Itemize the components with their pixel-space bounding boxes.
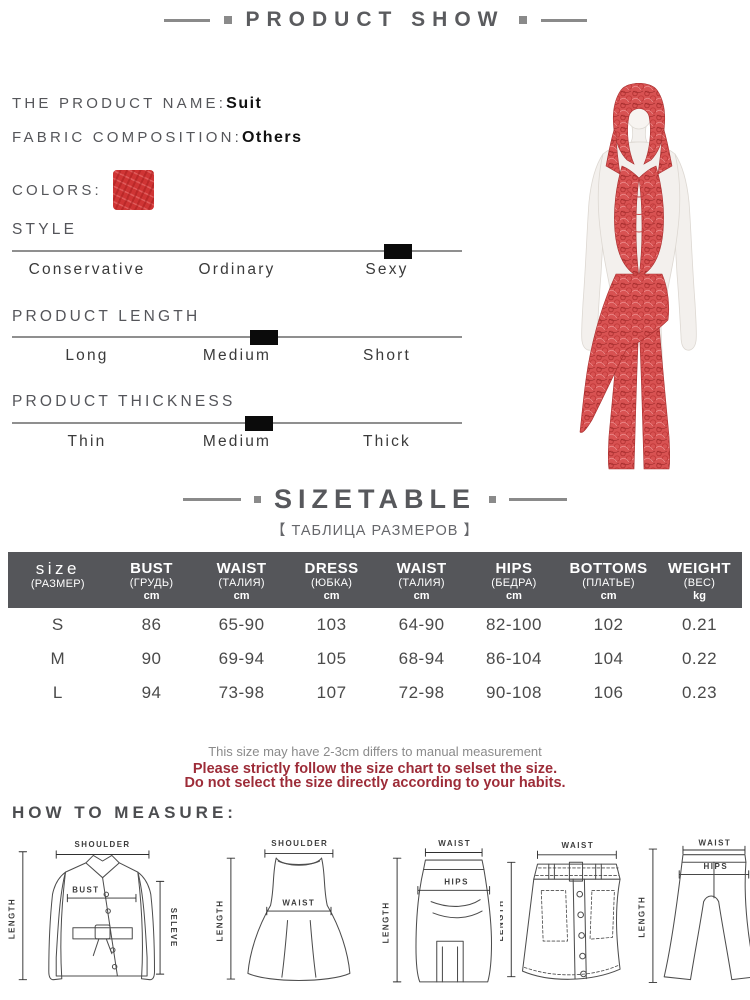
pants-length-label: LENGTH — [637, 896, 646, 938]
mini-length-label: LENGTH — [500, 900, 505, 942]
skirt-length-label: LENGTH — [382, 901, 391, 943]
title-square-right — [518, 16, 527, 24]
jacket-shoulder-label: SHOULDER — [75, 840, 131, 849]
thickness-slider: Thin Medium Thick — [12, 415, 462, 451]
measure-diagram-mini-skirt: WAIST LENGTH — [500, 832, 636, 992]
dress-shoulder-label: SHOULDER — [271, 839, 328, 848]
page-title: PRODUCT SHOW — [245, 8, 505, 31]
fabric-line: FABRIC COMPOSITION:Others — [12, 129, 303, 147]
col-header-size: size (РАЗМЕР) — [30, 558, 85, 591]
thickness-slider-labels: Thin Medium Thick — [12, 433, 462, 451]
measure-diagram-dress: SHOULDER LENGTH WAIST — [212, 832, 382, 992]
col-header-waist2: WAIST (ТАЛИЯ) cm — [396, 559, 447, 602]
style-slider-labels: Conservative Ordinary Sexy — [12, 261, 462, 279]
length-slider: Long Medium Short — [12, 329, 462, 365]
measurement-note: This size may have 2-3cm differs to manu… — [208, 744, 542, 759]
measure-diagram-pencil-skirt: WAIST LENGTH HIPS — [382, 832, 500, 992]
measure-diagram-jacket: SHOULDER LENGTH BUST SELEVE — [8, 832, 212, 992]
sizetable-header: SIZETABLE — [0, 484, 750, 515]
style-option-ordinary: Ordinary — [198, 261, 276, 278]
length-option-short: Short — [362, 347, 412, 364]
length-slider-labels: Long Medium Short — [12, 347, 462, 365]
length-slider-line — [12, 329, 462, 345]
dress-length-label: LENGTH — [215, 899, 224, 941]
size-warning-1: Please strictly follow the size chart to… — [192, 761, 558, 777]
pants-waist-label: WAIST — [699, 838, 732, 847]
sizetable-title: SIZETABLE — [274, 484, 476, 514]
color-swatch-red — [113, 170, 154, 210]
length-option-long: Long — [65, 347, 109, 364]
length-slider-marker — [250, 329, 278, 345]
table-row-s: S 86 65-90 103 64-90 82-100 102 0.21 — [51, 615, 718, 634]
col-header-weight: WEIGHT (ВЕС) kg — [668, 559, 732, 602]
jacket-bust-label: BUST — [72, 886, 99, 895]
product-name-line: THE PRODUCT NAME:Suit — [12, 95, 262, 113]
sizetable-square-left — [254, 496, 261, 503]
product-photo — [536, 78, 742, 474]
style-slider-line — [12, 243, 462, 259]
length-heading: PRODUCT LENGTH — [12, 308, 201, 325]
col-header-waist: WAIST (ТАЛИЯ) cm — [216, 559, 267, 602]
style-heading: STYLE — [12, 221, 78, 238]
title-dash-left — [163, 18, 210, 22]
sizetable-square-right — [489, 496, 496, 503]
col-header-dress: DRESS (ЮБКА) cm — [304, 559, 359, 602]
style-option-conservative: Conservative — [28, 261, 146, 278]
colors-line: COLORS: — [12, 182, 102, 200]
measure-diagrams: SHOULDER LENGTH BUST SELEVE — [8, 832, 750, 998]
pants-hips-label: HIPS — [704, 862, 729, 871]
fabric-label: FABRIC COMPOSITION: — [12, 129, 242, 146]
length-option-medium: Medium — [202, 347, 272, 364]
style-option-sexy: Sexy — [365, 261, 409, 278]
col-header-hips: HIPS (БЕДРА) cm — [491, 559, 537, 602]
size-table: size (РАЗМЕР) BUST (ГРУДЬ) cm WAIST (ТАЛИЯ) c… — [8, 552, 742, 710]
thickness-option-thick: Thick — [362, 433, 412, 450]
thickness-slider-marker — [245, 415, 273, 431]
jacket-sleeve-label: SELEVE — [169, 908, 178, 948]
colors-label: COLORS: — [12, 182, 102, 199]
product-photo-illustration — [579, 82, 697, 470]
thickness-option-medium: Medium — [202, 433, 272, 450]
jacket-length-label: LENGTH — [8, 898, 16, 939]
style-slider: Conservative Ordinary Sexy — [12, 243, 462, 279]
dress-waist-label: WAIST — [282, 898, 315, 907]
product-name-label: THE PRODUCT NAME: — [12, 95, 227, 112]
red-lace-suit — [579, 82, 673, 470]
sizetable-subtitle: 【 ТАБЛИЦА РАЗМЕРОВ 】 — [270, 523, 479, 539]
thickness-heading: PRODUCT THICKNESS — [12, 393, 236, 410]
fabric-value: Others — [241, 129, 303, 146]
page-header: PRODUCT SHOW — [0, 8, 750, 32]
sizetable-dash-right — [509, 498, 567, 501]
sizetable-dash-left — [183, 498, 241, 501]
skirt-waist-label: WAIST — [438, 839, 471, 848]
thickness-option-thin: Thin — [67, 433, 107, 450]
thickness-slider-line — [12, 415, 462, 431]
size-warning-2: Do not select the size directly accordin… — [184, 775, 566, 791]
style-slider-marker — [384, 243, 412, 259]
skirt-hips-label: HIPS — [444, 878, 469, 887]
measure-diagram-pants: WAIST HIPS LENGTH — [636, 832, 750, 992]
col-header-bust: BUST (ГРУДЬ) cm — [129, 559, 174, 602]
table-row-m: M 90 69-94 105 68-94 86-104 104 0.22 — [50, 649, 718, 668]
table-row-l: L 94 73-98 107 72-98 90-108 106 0.23 — [52, 683, 718, 702]
product-name-value: Suit — [226, 95, 263, 112]
size-table-header-row: size (РАЗМЕР) BUST (ГРУДЬ) cm WAIST (ТАЛИЯ) c… — [8, 552, 742, 608]
how-to-measure-title: HOW TO MEASURE: — [12, 803, 237, 822]
title-dash-right — [540, 18, 587, 22]
mini-waist-label: WAIST — [561, 841, 594, 850]
title-square-left — [223, 16, 232, 24]
col-header-bottoms: BOTTOMS (ПЛАТЬЕ) cm — [569, 559, 648, 602]
